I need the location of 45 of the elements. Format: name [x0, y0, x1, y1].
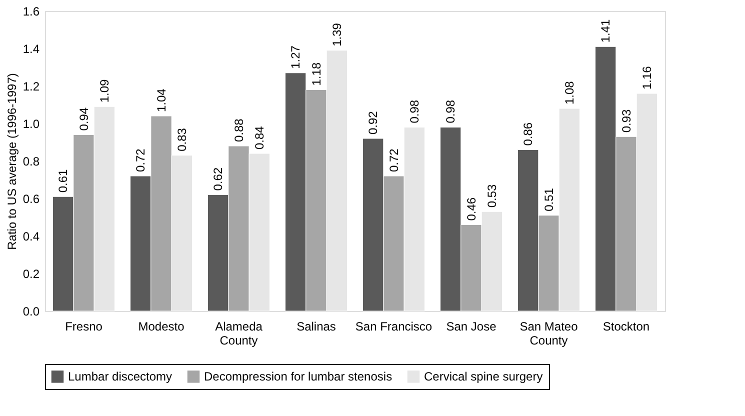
- data-label: 0.46: [464, 197, 478, 221]
- data-label: 1.08: [562, 80, 576, 104]
- data-label: 0.51: [542, 188, 556, 212]
- x-tick-label: San Francisco: [355, 320, 432, 334]
- x-tick-label: San Mateo County: [520, 320, 578, 348]
- data-label: 1.04: [154, 88, 168, 112]
- y-tick-label: 0.8: [22, 154, 40, 168]
- y-tick-label: 1.6: [22, 4, 40, 18]
- x-tick-label: San Jose: [446, 320, 497, 334]
- data-label: 0.72: [134, 148, 148, 172]
- data-label: 0.92: [366, 110, 380, 134]
- data-label: 0.93: [619, 108, 634, 133]
- data-label: 0.94: [76, 107, 91, 131]
- data-label: 1.39: [330, 22, 344, 46]
- x-tick-label: Alameda County: [215, 320, 263, 348]
- x-tick-label: Fresno: [65, 320, 103, 334]
- data-label: 1.27: [288, 45, 303, 69]
- y-tick-label: 1.4: [22, 42, 40, 56]
- legend-label: Lumbar discectomy: [68, 370, 172, 384]
- legend-label: Decompression for lumbar stenosis: [204, 370, 392, 384]
- x-tick-label: Stockton: [602, 320, 650, 334]
- data-label: 0.62: [211, 167, 226, 191]
- y-tick-label: 0.0: [22, 304, 40, 318]
- data-label: 0.61: [56, 168, 70, 193]
- y-tick-label: 1.0: [22, 117, 40, 131]
- x-tick-label: Modesto: [138, 320, 185, 334]
- data-label: 0.84: [252, 126, 266, 150]
- data-label: 0.86: [521, 122, 536, 146]
- data-label: 0.72: [386, 148, 401, 172]
- y-tick-label: 0.2: [22, 267, 40, 281]
- y-axis-title: Ratio to US average (1996-1997): [4, 73, 19, 250]
- data-label: 0.98: [407, 100, 422, 124]
- data-label: 1.09: [97, 78, 112, 103]
- data-label: 1.18: [309, 62, 324, 86]
- data-label: 1.41: [598, 18, 613, 43]
- data-label: 0.88: [232, 118, 246, 142]
- y-tick-label: 0.6: [22, 192, 40, 206]
- x-tick-label: Salinas: [296, 320, 336, 334]
- data-label: 1.16: [640, 66, 654, 90]
- y-tick-label: 1.2: [22, 80, 40, 94]
- legend-label: Cervical spine surgery: [424, 370, 543, 384]
- data-label: 0.98: [444, 100, 458, 124]
- y-tick-label: 0.4: [22, 230, 40, 244]
- data-label: 0.83: [174, 128, 189, 152]
- data-label: 0.53: [484, 184, 499, 208]
